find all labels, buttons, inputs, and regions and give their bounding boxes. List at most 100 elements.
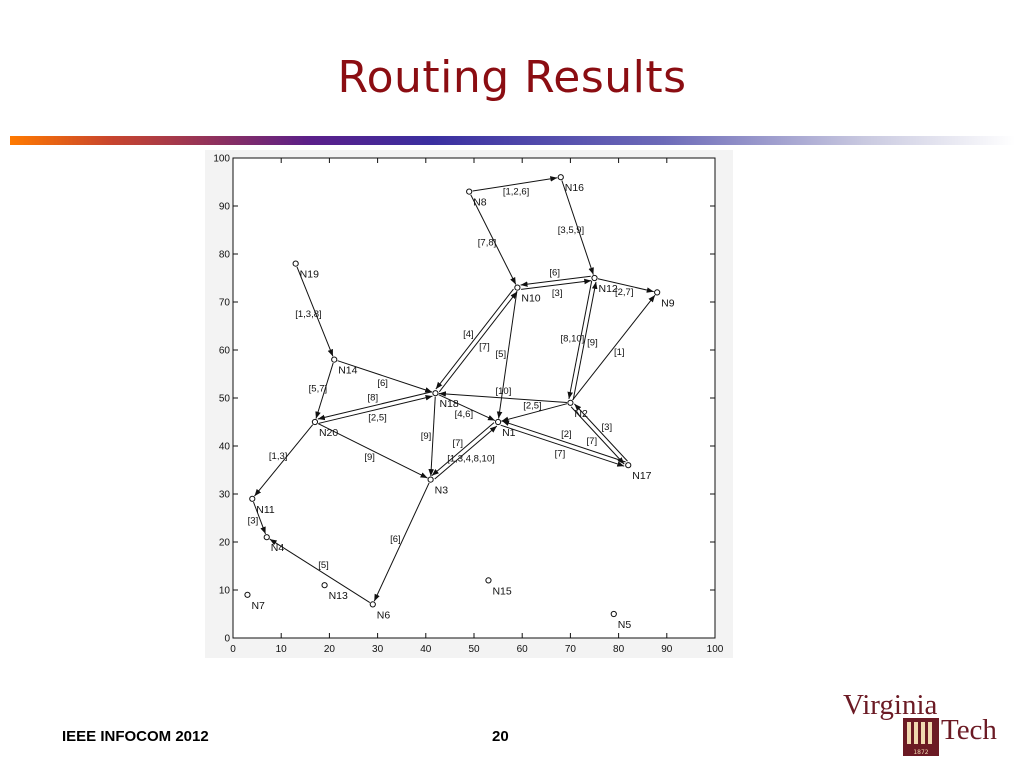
page-number: 20 [492,728,509,745]
y-tick-label: 60 [219,346,231,357]
route-link-N8-N10 [470,194,517,285]
route-link-N2-N18 [438,391,567,404]
route-label-N12-N9: [2,7] [615,287,634,298]
node-label-N4: N4 [271,542,285,554]
route-link-N20-N3 [317,423,428,479]
node-label-N3: N3 [435,485,449,497]
node-N14 [331,356,338,363]
route-label-N11-N4: [3] [248,515,259,526]
route-link-N14-N18 [337,360,433,393]
x-tick-label: 10 [276,644,288,655]
route-label-N2-N18: [10] [495,386,511,397]
y-tick-label: 30 [219,490,231,501]
node-N17 [625,462,632,469]
y-tick-label: 70 [219,298,231,309]
y-tick-label: 40 [219,442,231,453]
node-label-N2: N2 [574,408,588,420]
route-label-N2-N12: [9] [587,337,598,348]
route-label-N1-N17: [7] [555,448,566,459]
route-link-N10-N1 [496,290,518,419]
y-tick-label: 0 [224,634,230,645]
node-N6 [369,601,376,608]
route-label-N18-N20: [8] [368,393,379,404]
node-N10 [514,284,521,291]
route-link-N18-N3 [428,396,436,477]
title-underline-bar [10,136,1015,145]
node-label-N6: N6 [377,609,391,621]
routing-plot: 0 10 20 30 40 50 60 70 80 90 100 0 10 20 30 40 50 60 70 80 9… [205,150,733,658]
node-N5 [610,610,617,618]
route-link-N3-N6 [373,482,430,602]
route-link-N2-N12 [572,281,598,400]
route-label-N10-N1: [5] [496,349,507,360]
slide-title: Routing Results [337,52,687,103]
node-N20 [311,418,319,426]
route-link-N14-N20 [315,362,334,419]
route-label-N12-N2: [8,10] [561,333,585,344]
node-N4 [263,534,270,541]
route-link-N2-N9 [572,294,656,401]
node-N9 [654,289,661,296]
route-label-N3-N6: [6] [390,534,401,545]
route-link-N18-N10 [438,291,518,393]
node-label-N9: N9 [661,297,675,309]
node-label-N18: N18 [439,398,458,410]
node-N13 [321,582,328,589]
route-label-N2-N1: [2,5] [523,401,542,412]
route-label-N16-N12: [3,5,9] [558,225,584,236]
node-N12 [591,274,598,282]
node-label-N17: N17 [632,470,651,482]
node-label-N15: N15 [492,585,511,597]
routing-plot-svg: 0 10 20 30 40 50 60 70 80 90 100 0 10 20 30 40 50 60 70 80 9… [213,154,724,656]
node-N16 [557,174,564,181]
route-label-N17-N1: [2] [561,429,572,440]
x-tick-label: 60 [517,644,529,655]
route-label-N8-N10: [7,8] [478,238,497,249]
node-label-N12: N12 [599,283,618,295]
x-tick-label: 40 [420,644,432,655]
route-link-N2-N1 [501,403,568,423]
y-tick-label: 50 [219,394,231,405]
y-tick-label: 80 [219,250,231,261]
logo-line2: Tech [941,714,997,746]
route-link-N1-N17 [500,424,625,467]
route-label-N8-N16: [1,2,6] [503,186,529,197]
route-label-N18-N3: [9] [421,431,432,442]
route-label-N19-N14: [1,3,8] [295,309,321,320]
logo-seal-year: 1872 [913,749,928,756]
route-link-N10-N18 [435,288,514,390]
route-link-N12-N9 [597,278,654,293]
logo-line1: Virginia [843,689,938,721]
x-tick-label: 90 [661,644,673,655]
node-label-N1: N1 [502,427,516,439]
y-tick-label: 100 [213,154,230,165]
route-label-N2-N9: [1] [614,347,625,358]
route-link-N6-N4 [269,538,371,603]
route-link-N18-N1 [438,394,496,421]
node-N11 [249,495,256,502]
node-label-N11: N11 [256,504,275,516]
route-link-N16-N12 [561,180,594,275]
route-label-N14-N20: [5,7] [309,384,328,395]
footer-conference: IEEE INFOCOM 2012 [62,728,209,745]
node-N18 [432,390,439,397]
route-label-N17-N2: [3] [602,422,613,433]
node-label-N7: N7 [251,600,265,612]
route-label-N3-N1: [1,3,4,8,10] [447,454,495,465]
node-label-N8: N8 [473,197,487,209]
route-link-N12-N10 [520,275,591,287]
node-label-N20: N20 [319,427,338,439]
route-link-N8-N16 [472,176,558,192]
route-label-N18-N1: [4,6] [455,409,474,420]
x-tick-label: 100 [707,644,724,655]
route-label-N20-N3: [9] [364,452,375,463]
node-N3 [427,476,434,483]
y-tick-label: 90 [219,202,231,213]
node-N2 [567,399,574,406]
x-tick-label: 30 [372,644,384,655]
route-label-N10-N12: [3] [552,288,563,299]
route-link-N20-N11 [254,424,314,497]
route-label-N2-N17: [7] [587,436,598,447]
y-tick-label: 10 [219,586,231,597]
route-link-N3-N1 [434,425,498,480]
